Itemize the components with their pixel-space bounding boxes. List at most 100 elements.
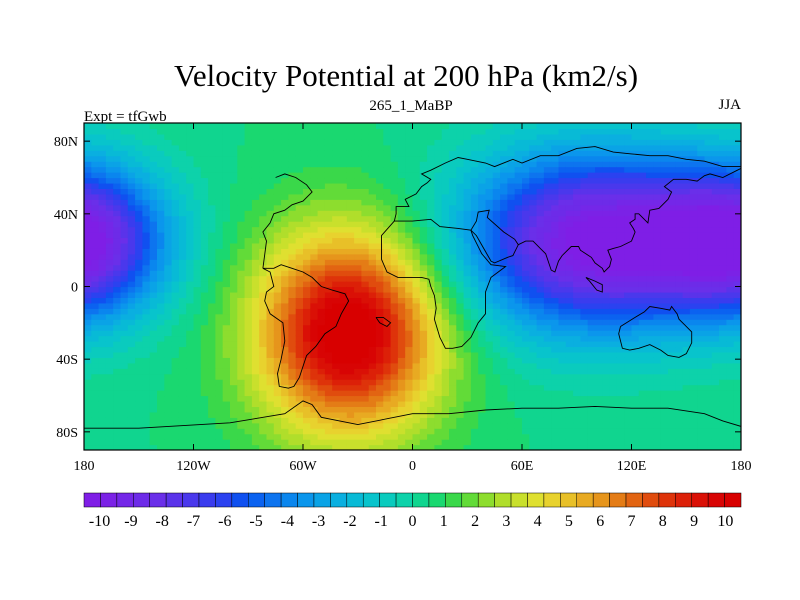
field-cell [222, 302, 231, 309]
field-cell [427, 351, 435, 358]
field-cell [303, 221, 311, 228]
field-cell [266, 357, 275, 364]
field-cell [507, 368, 516, 375]
field-cell [456, 313, 465, 320]
field-cell [142, 346, 151, 353]
field-cell [514, 161, 523, 168]
field-cell [149, 270, 158, 277]
field-cell [98, 308, 107, 315]
field-cell [376, 373, 384, 380]
field-cell [171, 248, 180, 255]
field-cell [668, 133, 676, 140]
field-cell [376, 281, 384, 288]
field-cell [346, 172, 355, 179]
field-cell [514, 286, 523, 293]
field-cell [237, 433, 246, 440]
field-cell [303, 324, 311, 331]
field-cell [164, 193, 173, 200]
field-cell [376, 330, 384, 337]
field-cell [303, 357, 311, 364]
field-cell [558, 297, 567, 304]
field-cell [98, 210, 107, 217]
field-cell [551, 346, 560, 353]
field-cell [478, 232, 487, 239]
field-cell [120, 161, 129, 168]
field-cell [624, 324, 633, 331]
field-cell [113, 177, 122, 184]
field-cell [646, 264, 654, 271]
field-cell [376, 253, 384, 260]
field-cell [638, 400, 647, 407]
field-cell [587, 161, 596, 168]
field-cell [317, 444, 326, 450]
field-cell [259, 362, 268, 369]
field-cell [427, 139, 435, 146]
field-cell [361, 128, 370, 135]
field-cell [317, 428, 326, 435]
field-cell [149, 444, 158, 450]
field-cell [419, 395, 428, 402]
field-cell [595, 390, 603, 397]
field-cell [602, 221, 611, 228]
field-cell [164, 133, 173, 140]
field-cell [573, 324, 581, 331]
field-cell [127, 204, 136, 211]
field-cell [259, 172, 268, 179]
field-cell [346, 210, 355, 217]
field-cell [536, 215, 545, 222]
field-cell [397, 264, 406, 271]
field-cell [478, 395, 487, 402]
field-cell [178, 313, 187, 320]
field-cell [551, 422, 560, 429]
field-cell [383, 433, 392, 440]
field-cell [405, 275, 414, 282]
field-cell [237, 330, 246, 337]
field-cell [543, 291, 552, 298]
field-cell [427, 308, 435, 315]
field-cell [186, 351, 195, 358]
field-cell [536, 188, 545, 195]
field-cell [646, 302, 654, 309]
field-cell [339, 422, 348, 429]
field-cell [602, 232, 611, 239]
field-cell [376, 210, 384, 217]
field-cell [193, 406, 202, 413]
field-cell [478, 335, 487, 342]
field-cell [222, 270, 231, 277]
field-cell [324, 139, 333, 146]
field-cell [98, 237, 107, 244]
field-cell [668, 351, 676, 358]
field-cell [529, 215, 538, 222]
field-cell [397, 226, 406, 233]
field-cell [668, 417, 676, 424]
field-cell [565, 362, 574, 369]
field-cell [91, 188, 100, 195]
field-cell [485, 232, 494, 239]
field-cell [507, 417, 516, 424]
field-cell [361, 379, 370, 386]
field-cell [441, 161, 450, 168]
field-cell [164, 226, 173, 233]
field-cell [646, 444, 654, 450]
field-cell [230, 139, 238, 146]
field-cell [237, 155, 246, 162]
field-cell [529, 351, 538, 358]
field-cell [215, 253, 224, 260]
field-cell [237, 215, 246, 222]
field-cell [332, 433, 341, 440]
field-cell [368, 166, 377, 173]
field-cell [668, 319, 676, 326]
field-cell [251, 417, 260, 424]
field-cell [164, 270, 173, 277]
field-cell [565, 439, 574, 446]
field-cell [602, 150, 611, 157]
field-cell [215, 281, 224, 288]
field-cell [84, 335, 92, 342]
field-cell [558, 379, 567, 386]
field-cell [354, 139, 362, 146]
field-cell [113, 335, 122, 342]
field-cell [164, 259, 173, 266]
field-cell [543, 390, 552, 397]
field-cell [595, 193, 603, 200]
field-cell [485, 133, 494, 140]
